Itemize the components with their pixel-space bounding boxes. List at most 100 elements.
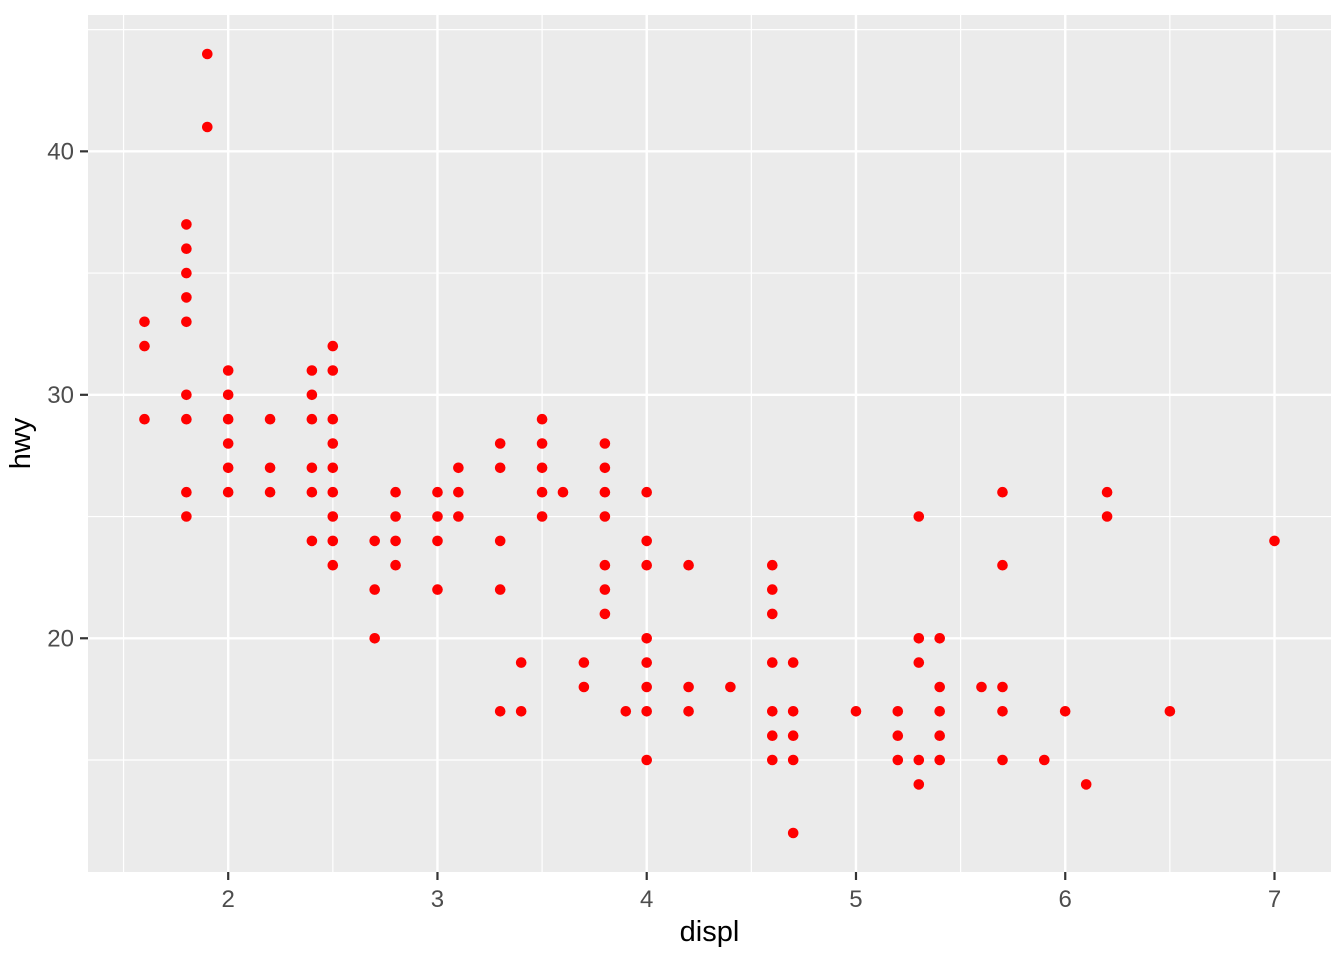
data-point <box>202 48 213 60</box>
data-point <box>997 486 1008 498</box>
data-point <box>599 559 611 571</box>
data-point <box>181 389 192 401</box>
x-tick-label: 5 <box>849 886 862 913</box>
data-point <box>222 462 234 474</box>
data-point <box>599 584 611 595</box>
data-point <box>453 462 464 474</box>
data-point <box>390 535 401 547</box>
data-point <box>976 681 987 693</box>
data-point <box>767 584 778 595</box>
data-point <box>494 462 506 474</box>
data-point <box>222 486 234 498</box>
x-axis-title: displ <box>680 916 740 948</box>
data-point <box>641 706 652 717</box>
data-point <box>327 413 339 425</box>
data-point <box>432 584 443 595</box>
data-point <box>453 486 464 498</box>
data-point <box>934 730 945 741</box>
data-point <box>599 462 611 474</box>
data-point <box>536 413 548 425</box>
data-point <box>641 559 652 571</box>
data-point <box>327 535 339 547</box>
data-point <box>139 316 150 328</box>
data-point <box>787 827 799 839</box>
data-point <box>222 438 234 449</box>
data-point <box>767 657 778 668</box>
data-point <box>599 486 611 498</box>
data-point <box>997 754 1008 766</box>
data-point <box>494 706 506 717</box>
data-point <box>934 706 945 717</box>
data-point <box>327 365 339 376</box>
data-point <box>264 462 276 474</box>
data-point <box>432 511 443 522</box>
data-point <box>1101 511 1113 522</box>
data-point <box>432 535 443 547</box>
data-point <box>641 681 652 693</box>
data-point <box>641 535 652 547</box>
data-point <box>327 438 339 449</box>
data-point <box>725 681 736 693</box>
data-point <box>997 559 1008 571</box>
data-point <box>892 706 904 717</box>
data-point <box>913 633 925 644</box>
data-point <box>1080 779 1092 790</box>
data-point <box>327 559 339 571</box>
data-point <box>390 559 401 571</box>
data-point <box>892 730 904 741</box>
y-axis-title: hwy <box>5 417 37 469</box>
data-point <box>913 754 925 766</box>
data-point <box>181 267 192 279</box>
data-point <box>369 584 381 595</box>
data-point <box>599 608 611 620</box>
data-point <box>787 754 799 766</box>
data-point <box>181 511 192 522</box>
data-point <box>683 559 694 571</box>
data-point <box>494 535 506 547</box>
data-point <box>557 486 569 498</box>
data-point <box>181 219 192 230</box>
data-point <box>369 633 381 644</box>
y-tick-label: 30 <box>47 382 74 409</box>
x-tick-label: 3 <box>431 886 444 913</box>
data-point <box>787 730 799 741</box>
data-point <box>683 706 694 717</box>
data-point <box>913 511 925 522</box>
data-point <box>767 608 778 620</box>
data-point <box>599 438 611 449</box>
data-point <box>327 462 339 474</box>
data-point <box>181 316 192 328</box>
data-point <box>934 754 945 766</box>
y-tick-label: 20 <box>47 625 74 652</box>
data-point <box>641 657 652 668</box>
data-point <box>767 559 778 571</box>
data-point <box>327 340 339 352</box>
data-point <box>453 511 464 522</box>
x-tick-label: 2 <box>222 886 235 913</box>
data-point <box>306 486 318 498</box>
data-point <box>390 511 401 522</box>
data-point <box>306 535 318 547</box>
data-point <box>306 413 318 425</box>
data-point <box>934 681 945 693</box>
data-point <box>641 754 652 766</box>
data-point <box>787 706 799 717</box>
data-point <box>494 438 506 449</box>
data-point <box>202 121 213 133</box>
data-point <box>997 706 1008 717</box>
data-point <box>264 413 276 425</box>
data-point <box>327 486 339 498</box>
data-point <box>620 706 632 717</box>
data-point <box>222 413 234 425</box>
x-tick-label: 6 <box>1059 886 1072 913</box>
data-point <box>139 340 150 352</box>
data-point <box>264 486 276 498</box>
data-point <box>369 535 381 547</box>
data-point <box>913 779 925 790</box>
x-tick-label: 4 <box>640 886 653 913</box>
data-point <box>1164 706 1176 717</box>
data-point <box>222 389 234 401</box>
data-point <box>850 706 862 717</box>
data-point <box>1039 754 1050 766</box>
